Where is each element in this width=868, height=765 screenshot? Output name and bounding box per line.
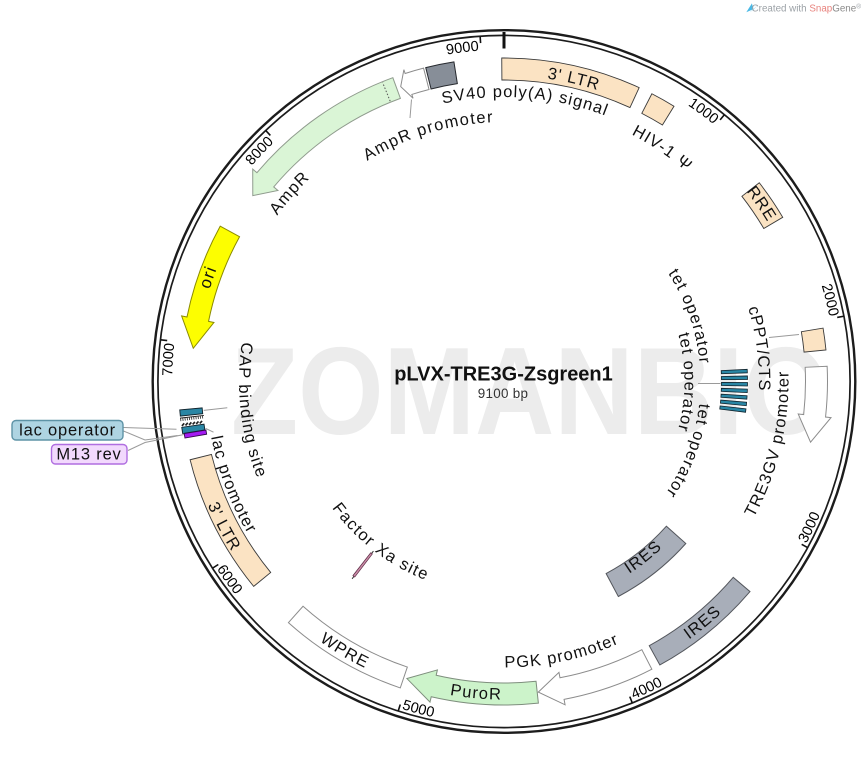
svg-text:7000: 7000 (160, 342, 178, 376)
svg-text:lac operator: lac operator (19, 422, 116, 440)
svg-text:9100 bp: 9100 bp (478, 386, 529, 401)
svg-text:M13 rev: M13 rev (56, 446, 121, 464)
svg-text:pLVX-TRE3G-Zsgreen1: pLVX-TRE3G-Zsgreen1 (394, 364, 613, 386)
svg-text:Created with SnapGene®: Created with SnapGene® (752, 3, 862, 15)
